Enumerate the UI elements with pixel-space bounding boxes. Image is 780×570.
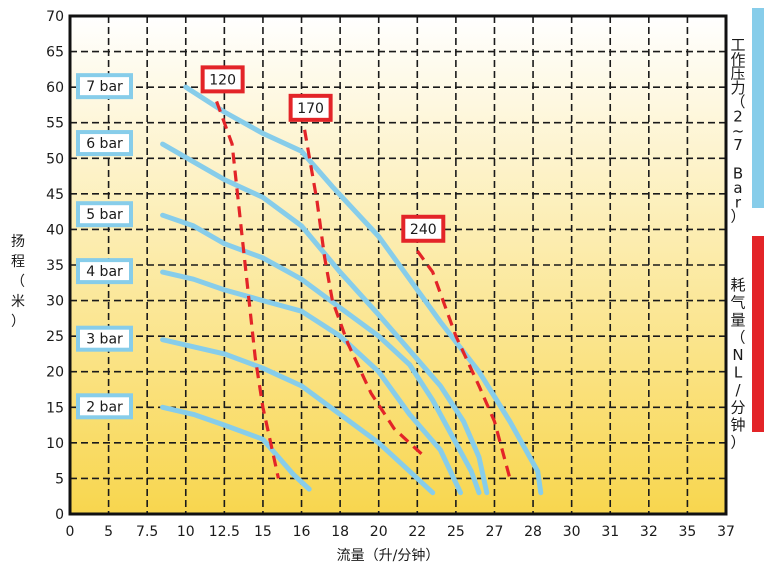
pressure-curve-7-bar bbox=[183, 84, 544, 496]
x-axis-title: 流量（升/分钟） bbox=[337, 547, 440, 564]
pressure-label-6-bar: 6 bar bbox=[76, 130, 133, 157]
pressure-label-2-bar: 2 bar bbox=[76, 393, 133, 420]
pressure-label-box bbox=[76, 325, 133, 352]
air-label-box bbox=[200, 65, 245, 94]
air-label-box bbox=[401, 214, 446, 243]
x-tick-label: 31 bbox=[601, 524, 619, 540]
air-label-text: 170 bbox=[297, 101, 324, 117]
legend-pressure-swatch bbox=[752, 8, 764, 208]
pressure-label-text: 6 bar bbox=[86, 136, 123, 152]
pressure-curve-3-bar bbox=[160, 337, 436, 496]
legend-air-swatch bbox=[752, 236, 764, 432]
pressure-label-4-bar: 4 bar bbox=[76, 258, 133, 285]
air-curve-240 bbox=[416, 249, 512, 479]
air-label-120: 120 bbox=[200, 65, 245, 94]
y-tick-label: 50 bbox=[46, 151, 64, 167]
pressure-label-box bbox=[76, 258, 133, 285]
pressure-curves bbox=[160, 84, 544, 496]
y-tick-label: 0 bbox=[55, 507, 64, 523]
pressure-label-text: 4 bar bbox=[86, 264, 123, 280]
pressure-label-7-bar: 7 bar bbox=[76, 73, 133, 100]
pressure-curve-6-bar bbox=[160, 141, 490, 496]
air-label-170: 170 bbox=[288, 93, 333, 122]
pressure-label-3-bar: 3 bar bbox=[76, 325, 133, 352]
y-tick-label: 40 bbox=[46, 222, 64, 238]
x-tick-label: 5 bbox=[104, 524, 113, 540]
pressure-label-text: 5 bar bbox=[86, 207, 123, 223]
x-tick-label: 15 bbox=[254, 524, 272, 540]
pressure-label-box bbox=[76, 201, 133, 228]
air-label-text: 240 bbox=[410, 222, 437, 238]
y-axis-title: 扬程（米） bbox=[11, 234, 25, 330]
x-tick-label: 7.5 bbox=[136, 524, 158, 540]
x-tick-label: 37 bbox=[717, 524, 735, 540]
legend-air-label: 耗气量（ N L/分钟） bbox=[730, 276, 745, 452]
x-tick-label: 10 bbox=[177, 524, 195, 540]
y-tick-label: 55 bbox=[46, 116, 64, 132]
x-tick-label: 20 bbox=[370, 524, 388, 540]
y-tick-label: 60 bbox=[46, 80, 64, 96]
y-tick-label: 30 bbox=[46, 294, 64, 310]
pressure-curve-5-bar bbox=[160, 212, 482, 496]
air-label-box bbox=[288, 93, 333, 122]
air-consumption-curves bbox=[215, 100, 512, 479]
x-tick-label: 12.5 bbox=[209, 524, 240, 540]
y-tick-label: 5 bbox=[55, 471, 64, 487]
plot-border bbox=[68, 14, 728, 516]
x-tick-label: 16 bbox=[293, 524, 311, 540]
x-tick-label: 25 bbox=[447, 524, 465, 540]
curve-labels: 7 bar 6 bar 5 bar 4 bar 3 bar 2 bar 120 170 240 bbox=[76, 65, 446, 420]
air-curve-170 bbox=[303, 129, 427, 459]
y-tick-label: 35 bbox=[46, 258, 64, 274]
y-tick-label: 25 bbox=[46, 329, 64, 345]
grid-lines bbox=[70, 16, 726, 514]
x-tick-label: 28 bbox=[524, 524, 542, 540]
y-tick-label: 20 bbox=[46, 365, 64, 381]
x-tick-label: 35 bbox=[678, 524, 696, 540]
pressure-curve-4-bar bbox=[160, 269, 463, 496]
x-tick-label: 18 bbox=[331, 524, 349, 540]
y-tick-label: 65 bbox=[46, 45, 64, 61]
air-label-text: 120 bbox=[209, 72, 236, 88]
y-tick-label: 70 bbox=[46, 9, 64, 25]
pressure-label-5-bar: 5 bar bbox=[76, 201, 133, 228]
pressure-label-text: 2 bar bbox=[86, 399, 123, 415]
pressure-label-text: 7 bar bbox=[86, 79, 123, 95]
y-tick-label: 10 bbox=[46, 436, 64, 452]
x-tick-label: 30 bbox=[563, 524, 581, 540]
pressure-curve-2-bar bbox=[160, 404, 312, 492]
x-tick-label: 0 bbox=[66, 524, 75, 540]
y-tick-label: 45 bbox=[46, 187, 64, 203]
x-tick-label: 22 bbox=[408, 524, 426, 540]
air-curve-120 bbox=[215, 100, 280, 479]
x-tick-label: 27 bbox=[486, 524, 504, 540]
pressure-label-box bbox=[76, 73, 133, 100]
air-label-240: 240 bbox=[401, 214, 446, 243]
x-axis-ticks: 0 5 7.5 10 12.5 15 16 18 20 22 25 27 28 30 31 32 35 37 bbox=[66, 524, 735, 540]
x-tick-label: 32 bbox=[640, 524, 658, 540]
plot-frame bbox=[68, 14, 728, 516]
y-axis-ticks: 0 5 10 15 20 25 30 35 40 45 50 55 60 65 70 bbox=[46, 9, 64, 523]
y-tick-label: 15 bbox=[46, 400, 64, 416]
pressure-label-text: 3 bar bbox=[86, 332, 123, 348]
pressure-label-box bbox=[76, 393, 133, 420]
pressure-label-box bbox=[76, 130, 133, 157]
